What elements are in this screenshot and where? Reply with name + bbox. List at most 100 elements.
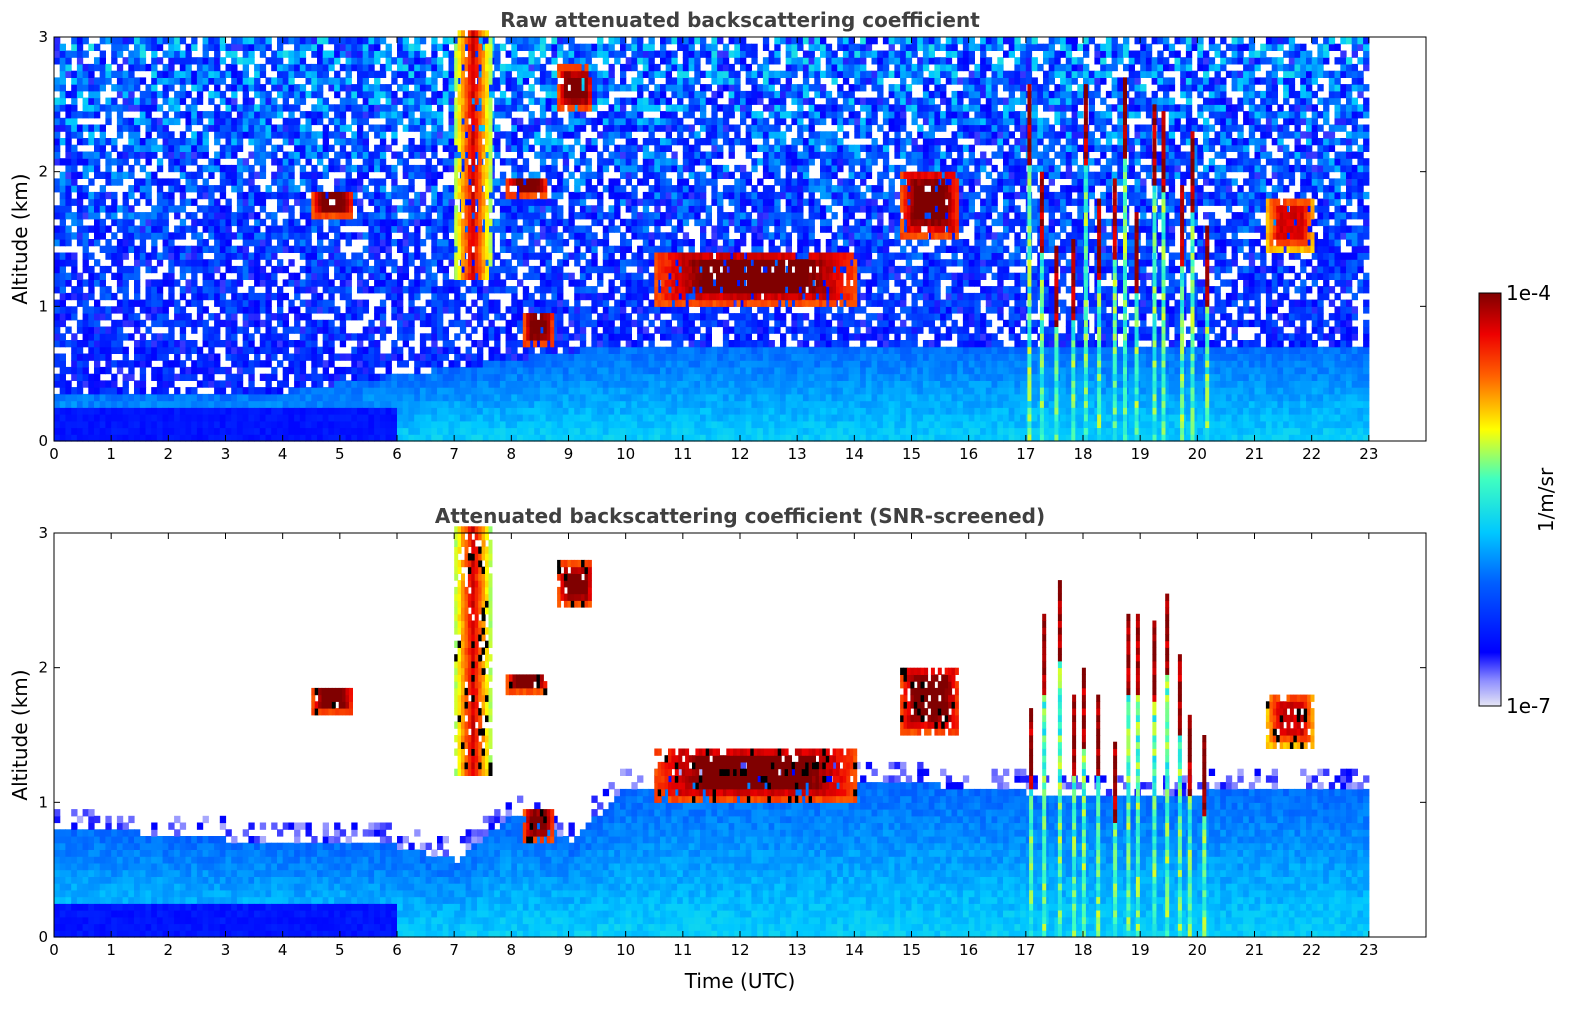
heatmap-cell [214, 57, 221, 65]
heatmap-cell [334, 434, 341, 442]
heatmap-cell [602, 393, 610, 402]
heatmap-cell [602, 212, 610, 220]
heatmap-cell [642, 373, 650, 381]
heatmap-cell [454, 245, 461, 253]
heatmap-cell [528, 97, 535, 105]
heatmap-cell [185, 259, 192, 267]
heatmap-cell [282, 63, 289, 72]
heatmap-cell [637, 313, 644, 321]
heatmap-cell [82, 400, 89, 408]
heatmap-cell [419, 198, 427, 206]
heatmap-cell [225, 124, 232, 132]
heatmap-cell [139, 340, 147, 348]
heatmap-cell [236, 191, 244, 200]
heatmap-cell [602, 232, 610, 240]
heatmap-cell [379, 286, 387, 294]
heatmap-cell [145, 178, 152, 186]
heatmap-cell [99, 218, 106, 227]
heatmap-cell [236, 124, 244, 132]
heatmap-cell [122, 245, 129, 253]
heatmap-cell [254, 117, 261, 126]
heatmap-cell [242, 245, 249, 253]
heatmap-cell [196, 252, 204, 260]
heatmap-cell [511, 407, 518, 415]
heatmap-cell [477, 414, 484, 422]
heatmap-cell [322, 272, 329, 280]
heatmap-cell [574, 117, 581, 126]
heatmap-cell [236, 164, 244, 173]
heatmap-cell [568, 387, 575, 395]
heatmap-cell [71, 340, 78, 348]
heatmap-cell [179, 286, 187, 294]
heatmap-cell [305, 178, 312, 186]
heatmap-cell [557, 292, 564, 301]
heatmap-cell [379, 360, 387, 368]
heatmap-cell [82, 340, 89, 348]
heatmap-cell [459, 393, 467, 402]
heatmap-cell [511, 225, 518, 233]
heatmap-cell [642, 225, 650, 233]
heatmap-cell [236, 400, 244, 408]
heatmap-cell [408, 286, 415, 294]
heatmap-cell [511, 272, 518, 280]
heatmap-cell [625, 164, 632, 173]
heatmap-cell [116, 225, 124, 233]
heatmap-cell [259, 97, 267, 105]
heatmap-cell [557, 117, 564, 126]
heatmap-cell [65, 117, 72, 126]
heatmap-cell [357, 111, 364, 119]
heatmap-cell [431, 245, 438, 253]
heatmap-cell [151, 366, 158, 375]
heatmap-cell [236, 306, 244, 314]
heatmap-cell [448, 63, 455, 72]
heatmap-cell [448, 239, 455, 247]
heatmap-cell [351, 151, 358, 159]
heatmap-cell [174, 420, 181, 429]
heatmap-cell [425, 265, 432, 274]
heatmap-cell [511, 37, 518, 45]
heatmap-cell [511, 380, 518, 388]
heatmap-cell [311, 225, 318, 233]
heatmap-cell [482, 373, 490, 381]
heatmap-cell [111, 178, 118, 186]
heatmap-cell [379, 185, 387, 193]
heatmap-cell [562, 393, 570, 402]
heatmap-cell [219, 218, 227, 227]
heatmap-cell [282, 265, 289, 274]
heatmap-cell [116, 171, 124, 179]
heatmap-cell [442, 407, 449, 415]
heatmap-cell [620, 272, 627, 280]
heatmap-cell [254, 104, 261, 112]
heatmap-cell [134, 360, 141, 368]
heatmap-cell [397, 326, 404, 334]
heatmap-cell [608, 111, 615, 119]
heatmap-cell [431, 326, 438, 334]
heatmap-cell [191, 212, 198, 220]
heatmap-cell [482, 286, 490, 294]
heatmap-cell [391, 434, 398, 442]
heatmap-cell [305, 299, 312, 307]
heatmap-cell [357, 178, 364, 186]
heatmap-cell [551, 50, 558, 58]
heatmap-cell [608, 43, 615, 51]
heatmap-cell [391, 259, 398, 267]
heatmap-cell [134, 346, 141, 354]
heatmap-cell [71, 259, 78, 267]
heatmap-cell [654, 198, 661, 206]
heatmap-cell [334, 158, 341, 166]
heatmap-cell [408, 151, 415, 159]
heatmap-cell [522, 131, 530, 139]
heatmap-cell [111, 387, 118, 395]
heatmap-cell [545, 252, 552, 260]
heatmap-cell [499, 279, 507, 287]
heatmap-cell [385, 353, 392, 361]
heatmap-cell [339, 393, 347, 402]
heatmap-cell [76, 171, 84, 179]
heatmap-cell [65, 138, 72, 146]
heatmap-cell [625, 373, 632, 381]
heatmap-cell [534, 218, 541, 227]
heatmap-cell [225, 259, 232, 267]
heatmap-cell [339, 104, 347, 112]
heatmap-cell [174, 43, 181, 51]
heatmap-cell [156, 185, 164, 193]
